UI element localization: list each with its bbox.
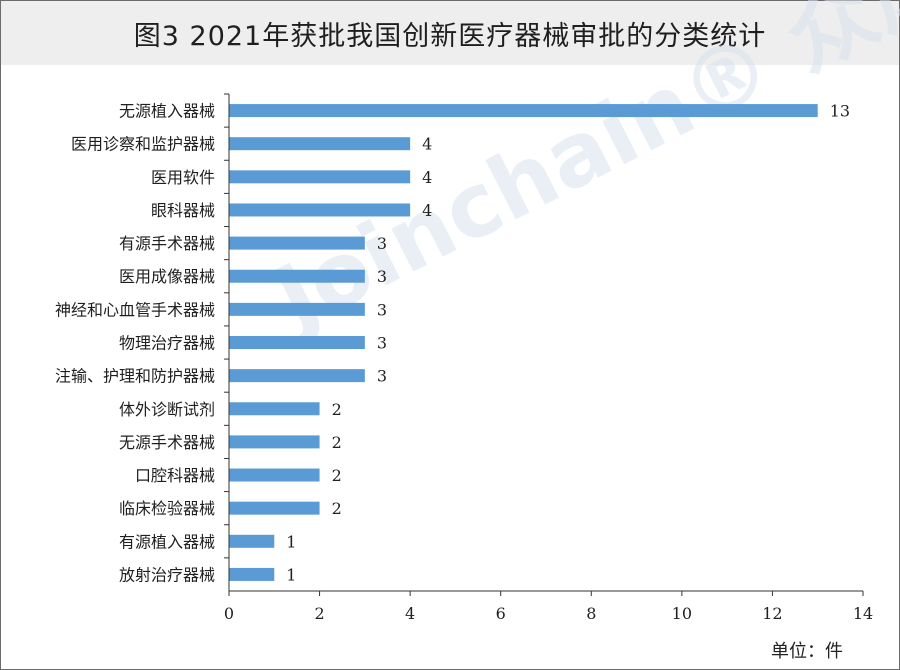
x-tick-label: 14 [853,604,873,623]
data-label: 4 [422,201,432,220]
data-label: 3 [377,300,387,319]
x-tick-label: 10 [672,604,692,623]
category-label: 有源手术器械 [119,234,215,253]
data-label: 3 [377,267,387,286]
bar [229,336,365,349]
data-label: 2 [332,499,342,518]
category-label: 医用诊察和监护器械 [71,135,215,154]
bar [229,170,411,184]
bar [229,468,320,482]
x-tick-label: 4 [405,604,415,623]
bar [229,369,365,383]
x-tick-label: 6 [496,604,506,623]
x-tick-label: 12 [762,604,782,623]
data-label: 2 [332,433,342,452]
category-label: 放射治疗器械 [119,565,215,584]
bar [229,137,411,151]
x-tick-label: 0 [224,604,234,623]
category-label: 神经和心血管手术器械 [55,300,215,319]
category-label: 注输、护理和防护器械 [55,367,215,386]
category-label: 体外诊断试剂 [119,400,215,419]
bar [229,435,320,449]
category-label: 临床检验器械 [119,499,215,518]
bar [229,402,320,416]
data-label: 1 [286,565,296,584]
data-label: 13 [830,102,850,121]
data-label: 3 [377,334,387,353]
category-label: 医用成像器械 [119,267,215,286]
category-label: 无源植入器械 [119,102,215,121]
category-label: 口腔科器械 [135,466,215,485]
bar [229,203,411,217]
chart-title: 图3 2021年获批我国创新医疗器械审批的分类统计 [1,1,899,65]
bar [229,236,365,250]
category-label: 有源植入器械 [119,532,215,551]
x-tick-label: 2 [314,604,324,623]
category-label: 物理治疗器械 [119,334,215,353]
category-label: 医用软件 [151,168,215,187]
unit-label: 单位：件 [771,641,843,662]
data-label: 2 [332,466,342,485]
data-label: 3 [377,234,387,253]
bar [229,534,275,548]
category-label: 无源手术器械 [119,433,215,452]
x-tick-label: 8 [586,604,596,623]
data-label: 2 [332,400,342,419]
bar [229,501,320,515]
bar [229,269,365,283]
data-label: 3 [377,367,387,386]
bar [229,302,365,316]
bar [229,567,275,581]
data-label: 4 [422,168,432,187]
data-label: 4 [422,135,432,154]
data-label: 1 [286,532,296,551]
category-label: 眼科器械 [151,201,215,220]
bar [229,104,818,118]
